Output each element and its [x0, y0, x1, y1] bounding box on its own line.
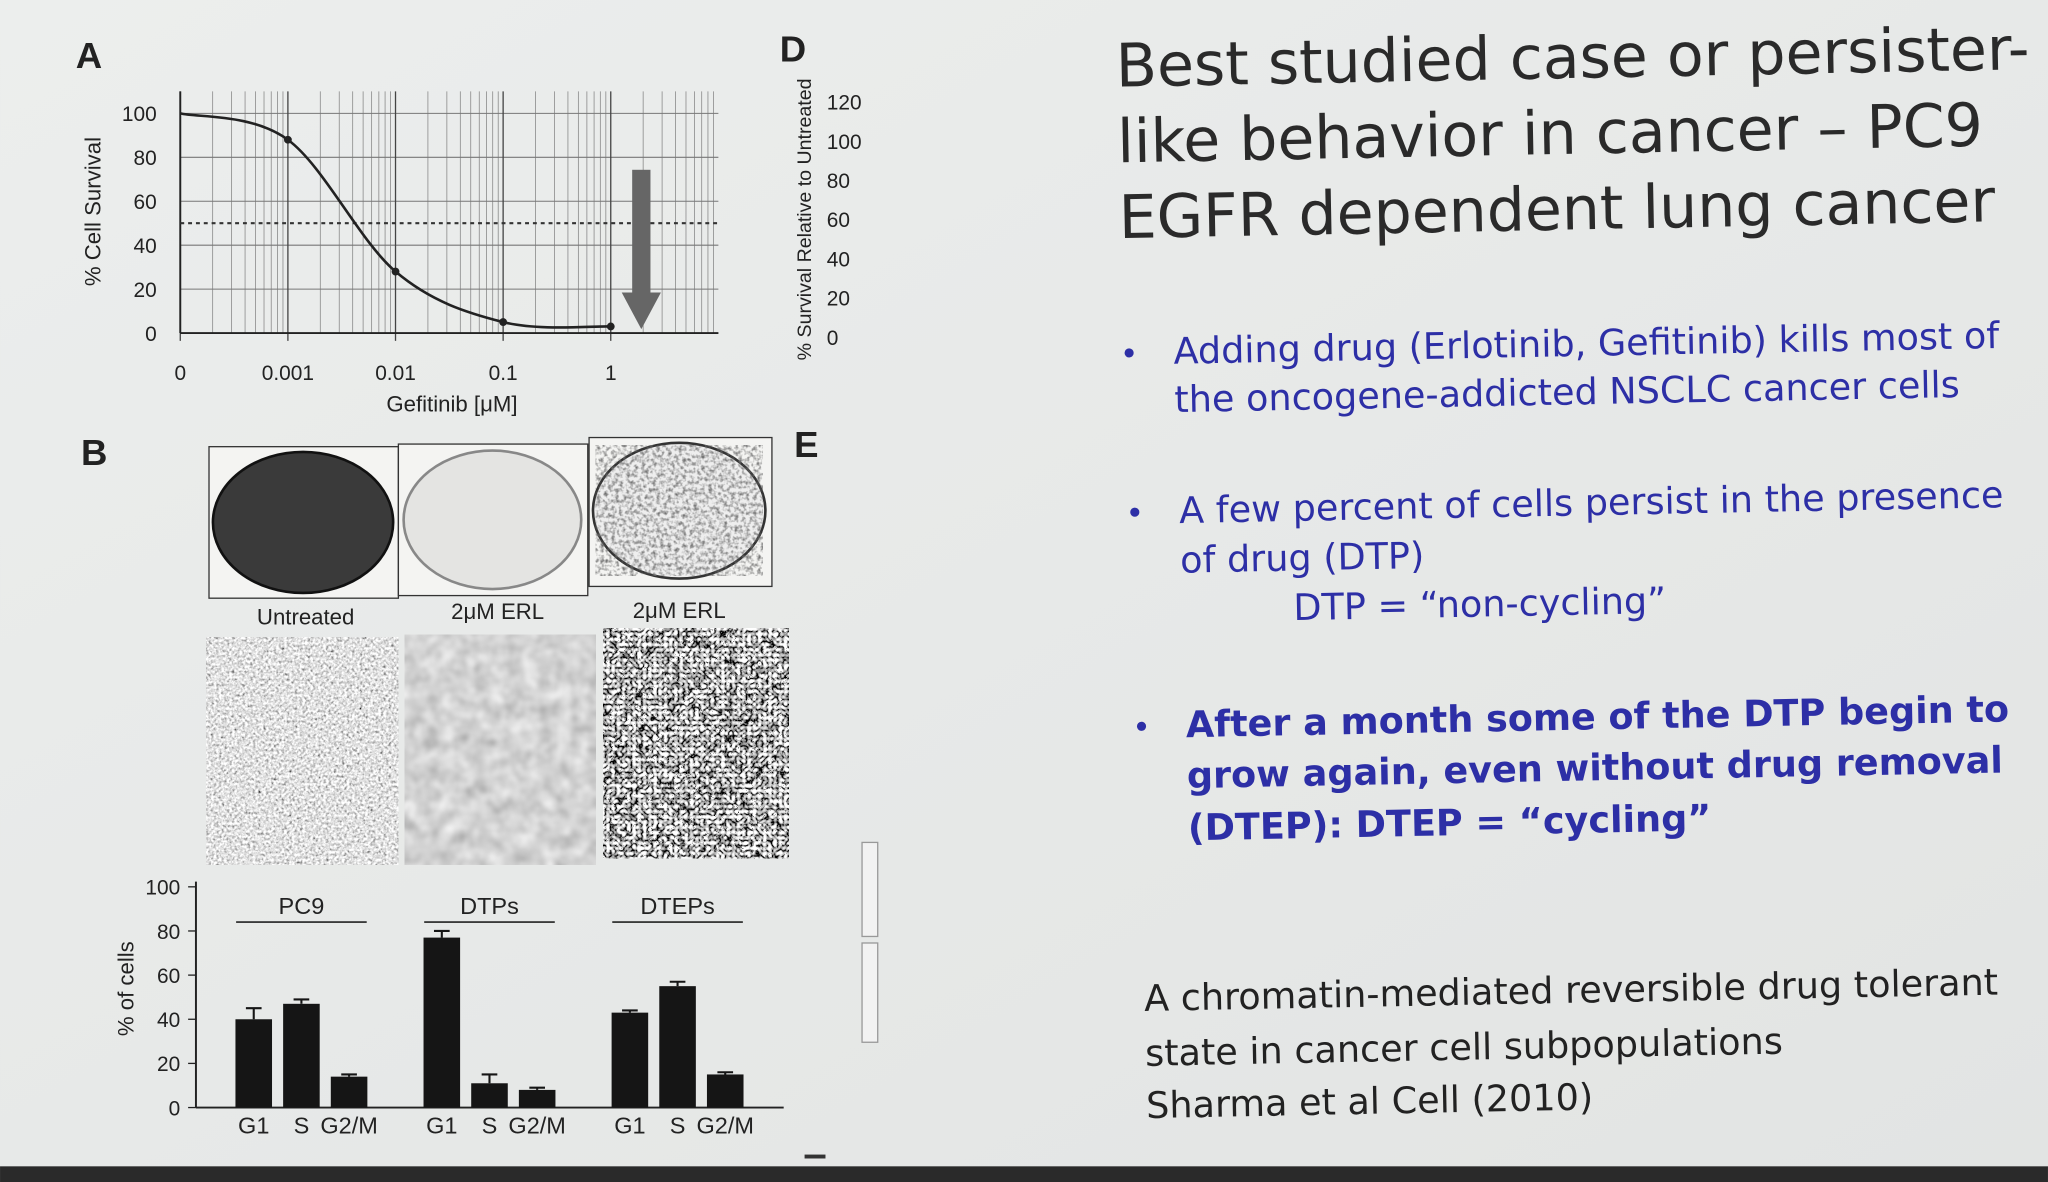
y-axis-label: % Cell Survival — [81, 137, 106, 286]
x-tick-label: 0.001 — [262, 362, 314, 385]
micrograph-erl — [404, 634, 596, 865]
image-label: 2μM ERL — [633, 598, 726, 623]
error-bar — [341, 1073, 357, 1077]
x-tick-label: 0 — [174, 362, 186, 385]
panel-label: B — [81, 432, 107, 473]
bar — [471, 1083, 508, 1108]
y-tick-label: 100 — [827, 131, 862, 154]
x-tick-label: 0.1 — [489, 362, 518, 385]
panel-label: D — [780, 28, 806, 69]
error-bar — [293, 998, 310, 1004]
error-bar — [433, 929, 450, 938]
data-point — [283, 135, 292, 144]
y-axis-label: % of cells — [113, 941, 138, 1036]
data-point — [606, 322, 615, 331]
plate-untreated — [211, 450, 395, 595]
error-bar — [481, 1073, 498, 1084]
y-tick-label: 0 — [827, 327, 839, 350]
x-tick-label: S — [482, 1113, 498, 1139]
x-tick-label: S — [670, 1113, 686, 1139]
bullet-line: of drug (DTP) — [1180, 534, 1425, 582]
title-line: EGFR dependent lung cancer — [1118, 166, 1996, 253]
bar — [659, 986, 696, 1108]
bullet-line: (DTEP): DTEP = “cycling” — [1187, 796, 1711, 849]
citation-line: Sharma et al Cell (2010) — [1146, 1076, 1594, 1128]
y-tick-label: 120 — [827, 92, 862, 115]
x-tick-label: 0.01 — [375, 362, 416, 385]
y-tick-label: 0 — [145, 323, 157, 346]
error-bar — [245, 1007, 262, 1020]
panel-e-edge — [861, 942, 879, 1043]
bullet-dot — [1136, 721, 1147, 731]
error-bar — [669, 980, 686, 987]
y-tick-label: 0 — [169, 1097, 181, 1120]
x-tick-label: G1 — [426, 1113, 457, 1139]
image-label: Untreated — [257, 604, 354, 629]
y-tick-label: 40 — [134, 235, 157, 258]
y-tick-label: 20 — [157, 1053, 180, 1076]
y-tick-label: 20 — [827, 288, 850, 311]
y-tick-label: 40 — [157, 1009, 180, 1032]
x-axis-label: Gefitinib [μM] — [386, 391, 517, 416]
x-tick-label: G2/M — [320, 1113, 377, 1139]
arrow-shaft — [632, 169, 651, 296]
group-label: PC9 — [279, 893, 325, 919]
x-tick-label: G2/M — [697, 1113, 754, 1139]
bar — [235, 1019, 273, 1108]
x-tick-label: 1 — [605, 362, 617, 385]
group-label: DTEPs — [640, 893, 714, 919]
y-tick-label: 80 — [157, 921, 180, 944]
bar — [611, 1012, 649, 1108]
bar — [706, 1074, 744, 1108]
bar — [283, 1003, 320, 1108]
data-point — [499, 318, 508, 326]
plate-erl — [402, 449, 583, 591]
error-bar — [529, 1086, 545, 1090]
title-line: like behavior in cancer – PC9 — [1117, 91, 1984, 178]
x-tick-label: G1 — [238, 1113, 269, 1139]
title-line: Best studied case or persister- — [1115, 14, 2030, 102]
bar — [330, 1076, 368, 1108]
y-tick-label: 80 — [134, 147, 157, 170]
micrograph-untreated — [206, 637, 399, 865]
arrow-head — [621, 292, 661, 330]
y-tick-label: 40 — [827, 248, 850, 271]
charts: 0 20 40 60 80 100 0 0.001 0.01 0.1 1 Gefitinib [μM]… — [81, 78, 862, 1138]
x-tick-label: S — [294, 1113, 310, 1139]
data-point — [391, 267, 400, 276]
panel-label: E — [794, 424, 818, 465]
y-tick-label: 100 — [122, 103, 157, 126]
y-axis-label: % Survival Relative to Untreated — [794, 78, 816, 360]
bar — [423, 937, 461, 1108]
x-tick-label: G2/M — [508, 1113, 565, 1139]
plate-colonies — [595, 445, 763, 576]
y-tick-label: 100 — [145, 877, 180, 900]
y-tick-label: 60 — [157, 965, 180, 988]
bullet-dot — [1130, 507, 1140, 517]
panel-e-edge — [861, 841, 879, 938]
group-label: DTPs — [460, 893, 519, 919]
dash — [804, 1154, 826, 1159]
bar — [518, 1089, 556, 1108]
micrograph-regrowth — [603, 628, 789, 859]
error-bar — [622, 1009, 638, 1013]
image-label: 2μM ERL — [451, 599, 544, 624]
y-tick-label: 20 — [134, 279, 157, 302]
bullet-note: DTP = “non-cycling” — [1293, 579, 1667, 629]
y-tick-label: 60 — [134, 191, 157, 214]
figure: A B D E Untreated 2μM ERL 2μM ERL — [76, 28, 879, 1159]
bullet-dot — [1124, 348, 1134, 358]
y-tick-label: 60 — [827, 209, 850, 232]
panel-label: A — [76, 35, 102, 76]
bottom-edge — [0, 1166, 2048, 1182]
x-tick-label: G1 — [614, 1113, 645, 1139]
y-tick-label: 80 — [827, 170, 850, 193]
error-bar — [717, 1071, 734, 1075]
